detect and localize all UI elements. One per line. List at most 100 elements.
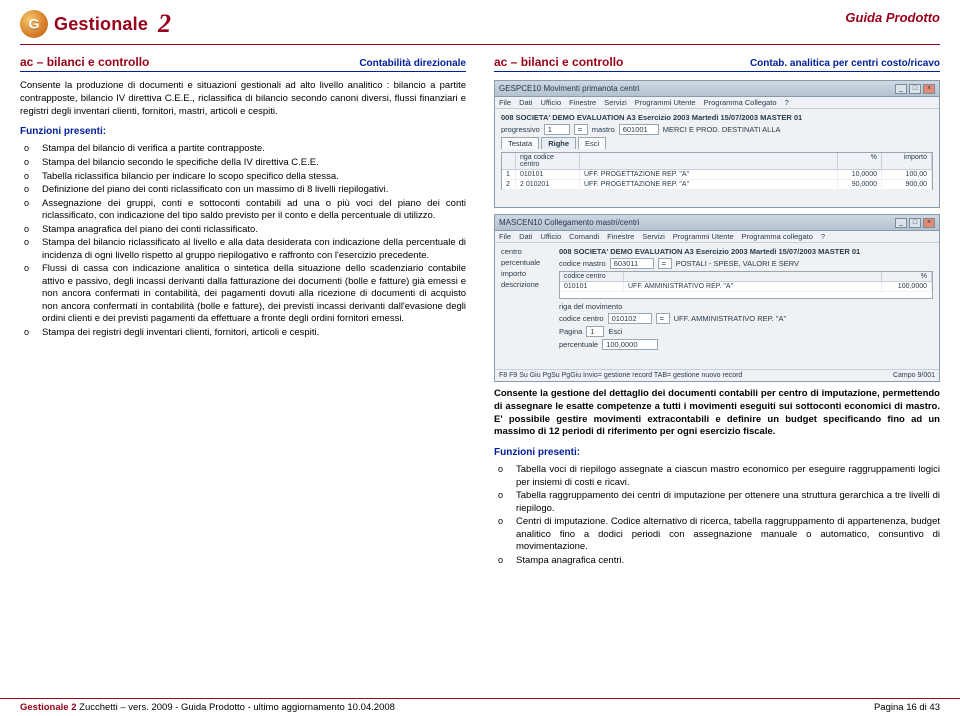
left-functions-list: Stampa del bilancio di verifica a partit… <box>20 143 466 339</box>
menu-item[interactable]: Servizi <box>642 232 665 241</box>
cell: UFF. AMMINISTRATIVO REP. "A" <box>624 282 882 291</box>
close-icon[interactable]: × <box>923 84 935 94</box>
window-buttons: _ □ × <box>895 218 935 228</box>
list-item: Centri di imputazione. Codice alternativ… <box>494 516 940 554</box>
tab-righe[interactable]: Righe <box>541 137 576 149</box>
shot1-menu: File Dati Ufficio Finestre Servizi Progr… <box>495 97 939 109</box>
cell: 90,0000 <box>838 180 882 189</box>
right-rule <box>494 71 940 72</box>
list-item: Stampa del bilancio secondo le specifich… <box>20 157 466 170</box>
field-mastro[interactable]: 601001 <box>619 124 659 135</box>
minimize-icon[interactable]: _ <box>895 84 907 94</box>
cell: 010101 <box>516 170 580 179</box>
list-item: Stampa dei registri degli inventari clie… <box>20 327 466 340</box>
logo-icon <box>20 10 48 38</box>
cell: 100,00 <box>882 170 932 179</box>
screenshot-1: GESPCE10 Movimenti primanota centri _ □ … <box>494 80 940 208</box>
menu-item[interactable]: Programmi Utente <box>635 98 696 107</box>
menu-item[interactable]: Programmi Utente <box>673 232 734 241</box>
list-item: Tabella riclassifica bilancio per indica… <box>20 171 466 184</box>
right-section-subtitle: Contab. analitica per centri costo/ricav… <box>750 58 940 69</box>
footer-rest: Zucchetti – vers. 2009 - Guida Prodotto … <box>77 702 395 713</box>
list-item: Tabella voci di riepilogo assegnate a ci… <box>494 464 940 489</box>
shot2-infobar: 008 SOCIETA' DEMO EVALUATION A3 Esercizi… <box>559 247 933 256</box>
brand-number: 2 <box>158 11 171 37</box>
col-importo: importo <box>882 153 932 169</box>
right-section-title: ac – bilanci e controllo <box>494 55 623 69</box>
menu-item[interactable]: Comandi <box>569 232 599 241</box>
menu-item[interactable]: Dati <box>519 232 532 241</box>
label-centro: centro <box>501 247 553 256</box>
status-right: Campo 9/001 <box>893 372 935 379</box>
label-progressivo: progressivo <box>501 125 540 134</box>
col-riga: riga codice centro <box>516 153 580 169</box>
shot1-infobar: 008 SOCIETA' DEMO EVALUATION A3 Esercizi… <box>501 113 933 122</box>
minimize-icon[interactable]: _ <box>895 218 907 228</box>
left-intro: Consente la produzione di documenti e si… <box>20 80 466 118</box>
menu-item[interactable]: File <box>499 98 511 107</box>
field-centro[interactable]: 010102 <box>608 313 652 324</box>
label-descrizione: descrizione <box>501 280 553 289</box>
menu-item[interactable]: Finestre <box>607 232 634 241</box>
left-functions-label: Funzioni presenti: <box>20 126 466 137</box>
list-item: Stampa del bilancio di verifica a partit… <box>20 143 466 156</box>
menu-item[interactable]: Programma collegato <box>742 232 813 241</box>
menu-item[interactable]: File <box>499 232 511 241</box>
col-codice-centro: codice centro <box>560 272 624 281</box>
list-item: Definizione del piano dei conti riclassi… <box>20 184 466 197</box>
left-rule <box>20 71 466 72</box>
field-pagina[interactable]: 1 <box>586 326 604 337</box>
cell: UFF. PROGETTAZIONE REP. "A" <box>580 180 838 189</box>
label-esci[interactable]: Esci <box>608 327 622 336</box>
menu-item[interactable]: Dati <box>519 98 532 107</box>
col-percent2: % <box>882 272 932 281</box>
maximize-icon[interactable]: □ <box>909 84 921 94</box>
label-codice-centro2: codice centro <box>559 314 604 323</box>
cell: UFF. PROGETTAZIONE REP. "A" <box>580 170 838 179</box>
menu-item[interactable]: Programma Collegato <box>704 98 777 107</box>
field-percentuale[interactable]: 100,0000 <box>602 339 658 350</box>
list-item: Stampa anagrafica centri. <box>494 555 940 568</box>
tab-testata[interactable]: Testata <box>501 137 539 149</box>
menu-item[interactable]: Ufficio <box>540 98 561 107</box>
label-percentuale2: percentuale <box>559 340 598 349</box>
label-pagina: Pagina <box>559 327 582 336</box>
header-rule <box>20 44 940 45</box>
field-progressivo[interactable]: 1 <box>544 124 570 135</box>
menu-item[interactable]: ? <box>821 232 825 241</box>
label-importo: importo <box>501 269 553 278</box>
shot2-title: MASCEN10 Collegamento mastri/centri <box>499 218 640 227</box>
label-percentuale: percentuale <box>501 258 553 267</box>
col-percent: % <box>838 153 882 169</box>
left-column: ac – bilanci e controllo Contabilità dir… <box>20 55 466 569</box>
tab-esci[interactable]: Esci <box>578 137 606 149</box>
logo-block: Gestionale 2 <box>20 10 171 38</box>
cell: 1 <box>502 170 516 179</box>
field-codice-mastro[interactable]: 603011 <box>610 258 654 269</box>
left-section-title: ac – bilanci e controllo <box>20 55 149 69</box>
list-item: Stampa anagrafica del piano dei conti ri… <box>20 224 466 237</box>
menu-item[interactable]: Finestre <box>569 98 596 107</box>
menu-item[interactable]: ? <box>785 98 789 107</box>
menu-item[interactable]: Ufficio <box>540 232 561 241</box>
cell: 100,0000 <box>882 282 932 291</box>
mastro-desc2: POSTALI - SPESE, VALORI E SERV <box>676 259 933 268</box>
right-column: ac – bilanci e controllo Contab. analiti… <box>494 55 940 569</box>
cell: 2 010201 <box>516 180 580 189</box>
list-item: Stampa del bilancio riclassificato al li… <box>20 237 466 262</box>
footer-brand: Gestionale 2 <box>20 702 77 713</box>
footer-page: Pagina 16 di 43 <box>874 702 940 713</box>
shot1-title: GESPCE10 Movimenti primanota centri <box>499 84 640 93</box>
right-functions-list: Tabella voci di riepilogo assegnate a ci… <box>494 464 940 567</box>
maximize-icon[interactable]: □ <box>909 218 921 228</box>
status-left: F8 F9 Su Giu PgSu PgGiu Invio= gestione … <box>499 372 742 379</box>
screenshot-2: MASCEN10 Collegamento mastri/centri _ □ … <box>494 214 940 382</box>
shot2-menu: File Dati Ufficio Comandi Finestre Servi… <box>495 231 939 243</box>
cell: 900,00 <box>882 180 932 189</box>
label-riga: riga del movimento <box>559 302 622 311</box>
menu-item[interactable]: Servizi <box>604 98 627 107</box>
footer: Gestionale 2 Zucchetti – vers. 2009 - Gu… <box>0 698 960 716</box>
window-buttons: _ □ × <box>895 84 935 94</box>
close-icon[interactable]: × <box>923 218 935 228</box>
left-section-subtitle: Contabilità direzionale <box>359 58 466 69</box>
